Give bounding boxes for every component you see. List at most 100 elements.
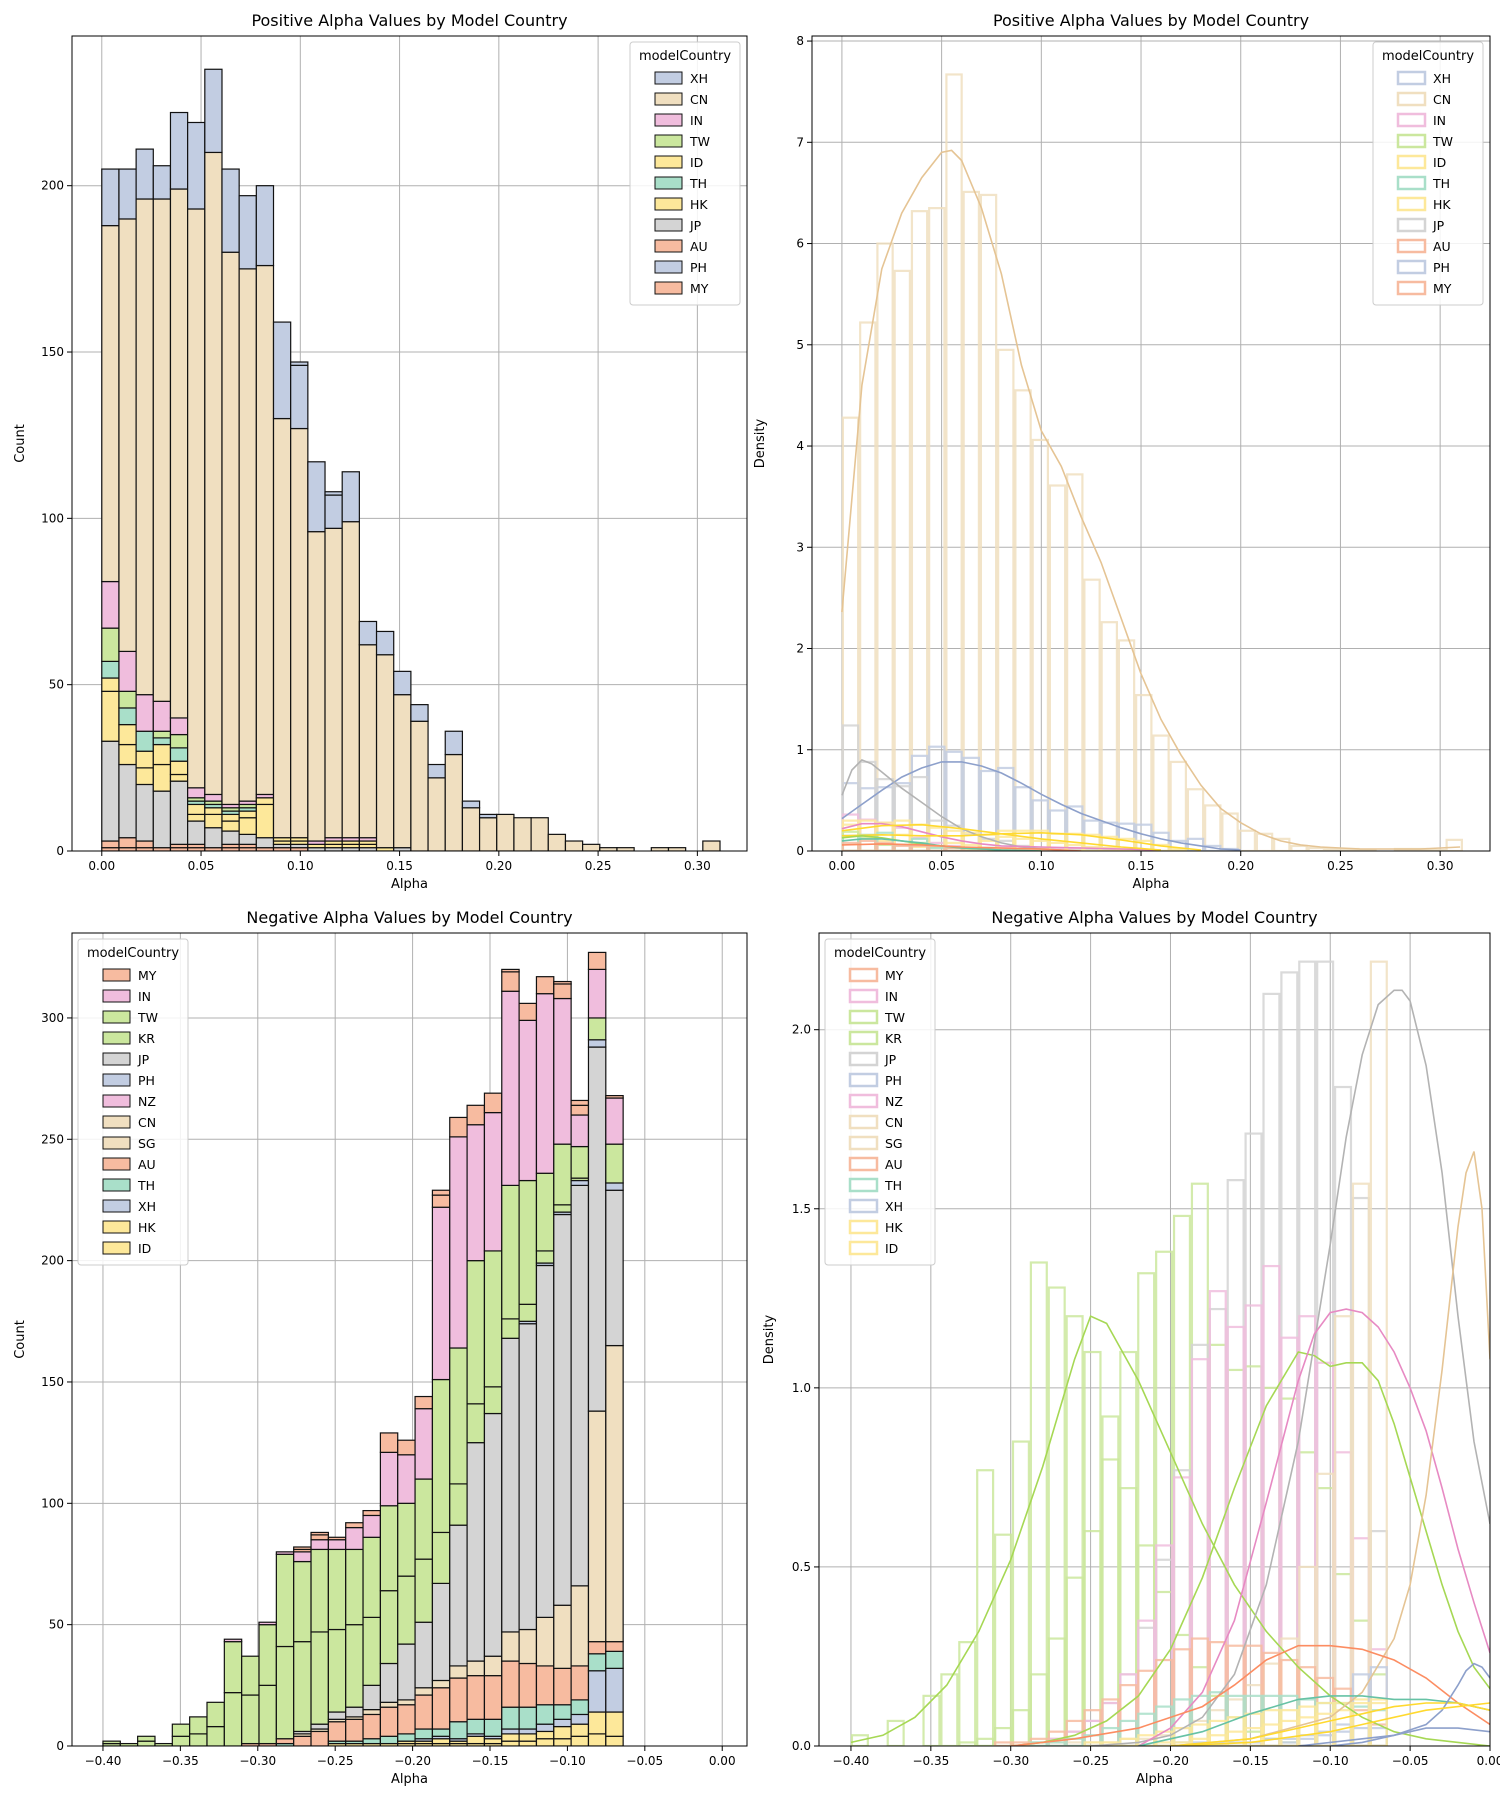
density-bar-tw	[958, 1741, 977, 1746]
kde-line-xh	[841, 761, 1241, 851]
kde-line-jp	[1090, 989, 1490, 1746]
density-bar-in	[1244, 1304, 1263, 1746]
density-bar-cn	[1135, 693, 1153, 851]
legend-swatch-in	[848, 988, 879, 1004]
histogram-bar-kr	[518, 1303, 538, 1322]
density-bar-tw	[1011, 1709, 1030, 1746]
histogram-bar-tw	[275, 1553, 295, 1648]
density-bar-jp	[1101, 1701, 1120, 1746]
x-tick-label: 0.05	[928, 859, 955, 873]
x-tick-label: −0.05	[1392, 1754, 1429, 1768]
histogram-bar-th	[587, 1653, 607, 1672]
legend-swatch-xh	[102, 1199, 131, 1213]
legend-label-cn: CN	[885, 1115, 903, 1130]
density-bar-tw	[1172, 1214, 1192, 1746]
histogram-bar-in	[605, 1097, 624, 1145]
histogram-bar-jp	[310, 1723, 329, 1730]
histogram-bar-au	[345, 1718, 364, 1742]
histogram-bar-top	[310, 1531, 329, 1536]
density-bar-tw	[1101, 1458, 1120, 1746]
histogram-bar-tw	[327, 1548, 347, 1631]
density-bar-id	[1014, 837, 1032, 851]
histogram-bar-kr	[327, 1628, 347, 1713]
histogram-bar-in	[135, 694, 154, 732]
density-bar-tw	[841, 830, 860, 851]
kde-line-id	[841, 823, 1162, 851]
kde-line-in	[1138, 1308, 1490, 1746]
histogram-bar-th	[535, 1704, 555, 1725]
histogram-bar-hk	[587, 1711, 607, 1735]
y-tick-label: 2.0	[792, 1023, 811, 1037]
histogram-bar-hk	[101, 690, 120, 742]
histogram-bar-my	[570, 1104, 590, 1116]
density-bar-kr	[1047, 1286, 1066, 1746]
histogram-bar-my	[362, 1509, 381, 1517]
histogram-bar-cn	[255, 264, 275, 796]
histogram-bar-th	[449, 1721, 468, 1740]
histogram-bar-id	[221, 813, 240, 822]
density-bar-xh	[1014, 786, 1032, 851]
legend-label-th: TH	[1432, 176, 1450, 191]
legend-swatch-kr	[848, 1030, 879, 1046]
histogram-bar-jp	[345, 1706, 364, 1718]
histogram-bar-tw	[466, 1260, 486, 1405]
legend-label-hk: HK	[690, 197, 708, 212]
legend-label-hk: HK	[138, 1220, 156, 1235]
legend-label-tw: TW	[137, 1010, 158, 1025]
x-axis-label: Alpha	[1136, 1772, 1173, 1787]
plot-marks	[850, 960, 1490, 1746]
histogram-bar-tw	[118, 690, 137, 709]
histogram-bar-kr	[189, 1733, 208, 1746]
histogram-bar-au	[605, 1641, 624, 1652]
legend-label-cn: CN	[690, 92, 708, 107]
histogram-bar-jp	[221, 830, 240, 845]
histogram-bar-tw	[345, 1548, 364, 1626]
density-bar-kr	[940, 1673, 959, 1746]
legend-label-in: IN	[1433, 113, 1446, 128]
legend-box	[1372, 41, 1484, 306]
histogram-bar-au	[379, 1706, 399, 1737]
histogram-bar-my	[501, 971, 520, 992]
x-tick-label: 0.25	[1327, 859, 1354, 873]
y-tick-label: 4	[796, 439, 804, 453]
histogram-bar-cn	[393, 694, 412, 849]
histogram-bar-top	[431, 1189, 451, 1196]
density-bar-kr	[1083, 1350, 1102, 1746]
histogram-bar-au	[587, 1641, 607, 1655]
histogram-bar-tw	[101, 627, 120, 662]
kde-line-tw	[1010, 1351, 1490, 1746]
histogram-bar-jp	[135, 783, 154, 842]
y-tick-label: 3	[796, 540, 804, 554]
histogram-bar-hk	[553, 1725, 572, 1740]
legend-swatch-in	[1396, 112, 1427, 128]
histogram-bar-xh	[535, 1723, 555, 1733]
legend-label-ph: PH	[690, 260, 707, 275]
legend-label-xh: XH	[1433, 71, 1451, 86]
x-tick-label: −0.30	[992, 1754, 1029, 1768]
histogram-bar-my	[379, 1432, 399, 1453]
x-tick-label: −0.25	[1072, 1754, 1109, 1768]
density-bar-in	[1155, 1544, 1174, 1746]
histogram-bar-kr	[535, 1250, 555, 1264]
histogram-bar-th	[101, 660, 120, 679]
density-bar-cn	[997, 348, 1015, 851]
plot-marks	[102, 951, 624, 1746]
legend-label-au: AU	[1433, 239, 1451, 254]
histogram-bar-xh	[518, 1728, 538, 1735]
legend-label-au: AU	[885, 1157, 903, 1172]
x-tick-label: −0.35	[162, 1754, 199, 1768]
density-bar-tw	[1208, 1343, 1227, 1746]
x-tick-label: −0.20	[1152, 1754, 1189, 1768]
density-bar-jp	[1369, 1530, 1388, 1746]
x-tick-label: 0.15	[1128, 859, 1155, 873]
histogram-bar-cn	[466, 1660, 486, 1677]
histogram-bar-hk	[570, 1723, 590, 1737]
density-bar-cn	[1031, 438, 1050, 851]
histogram-bar-xh	[324, 494, 343, 529]
histogram-bar-kr	[501, 1318, 520, 1339]
x-tick-label: 0.30	[1427, 859, 1454, 873]
histogram-bar-tw	[137, 1735, 156, 1742]
y-tick-label: 100	[41, 1496, 64, 1510]
legend-swatch-ph	[102, 1073, 131, 1087]
kde-line-ph	[1330, 1727, 1490, 1746]
